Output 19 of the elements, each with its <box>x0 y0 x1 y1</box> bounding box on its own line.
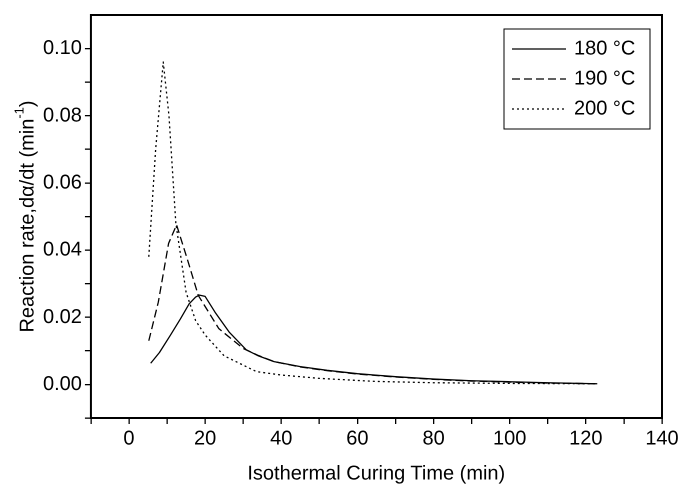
x-tick-label: 100 <box>493 428 526 450</box>
legend-label: 190 °C <box>574 68 636 90</box>
legend-label: 180 °C <box>574 38 636 60</box>
y-axis-title: Reaction rate,dα/dt (min-1) <box>12 100 39 333</box>
y-tick-label: 0.02 <box>42 306 82 328</box>
legend-label: 200 °C <box>574 98 636 120</box>
y-tick-label: 0.10 <box>42 37 82 60</box>
x-tick-label: 40 <box>270 428 292 450</box>
x-tick-label: 80 <box>422 428 445 450</box>
x-tick-label: 120 <box>569 428 603 450</box>
x-tick-label: 60 <box>346 428 369 450</box>
x-axis-title: Isothermal Curing Time (min) <box>247 462 506 485</box>
y-tick-label: 0.04 <box>42 238 82 261</box>
x-tick-label: 140 <box>645 428 679 450</box>
x-tick-label: 20 <box>194 428 216 450</box>
x-tick-label: 0 <box>123 428 135 450</box>
y-tick-label: 0.06 <box>42 171 82 194</box>
y-tick-label: 0.00 <box>42 372 82 395</box>
y-tick-label: 0.08 <box>42 104 82 126</box>
